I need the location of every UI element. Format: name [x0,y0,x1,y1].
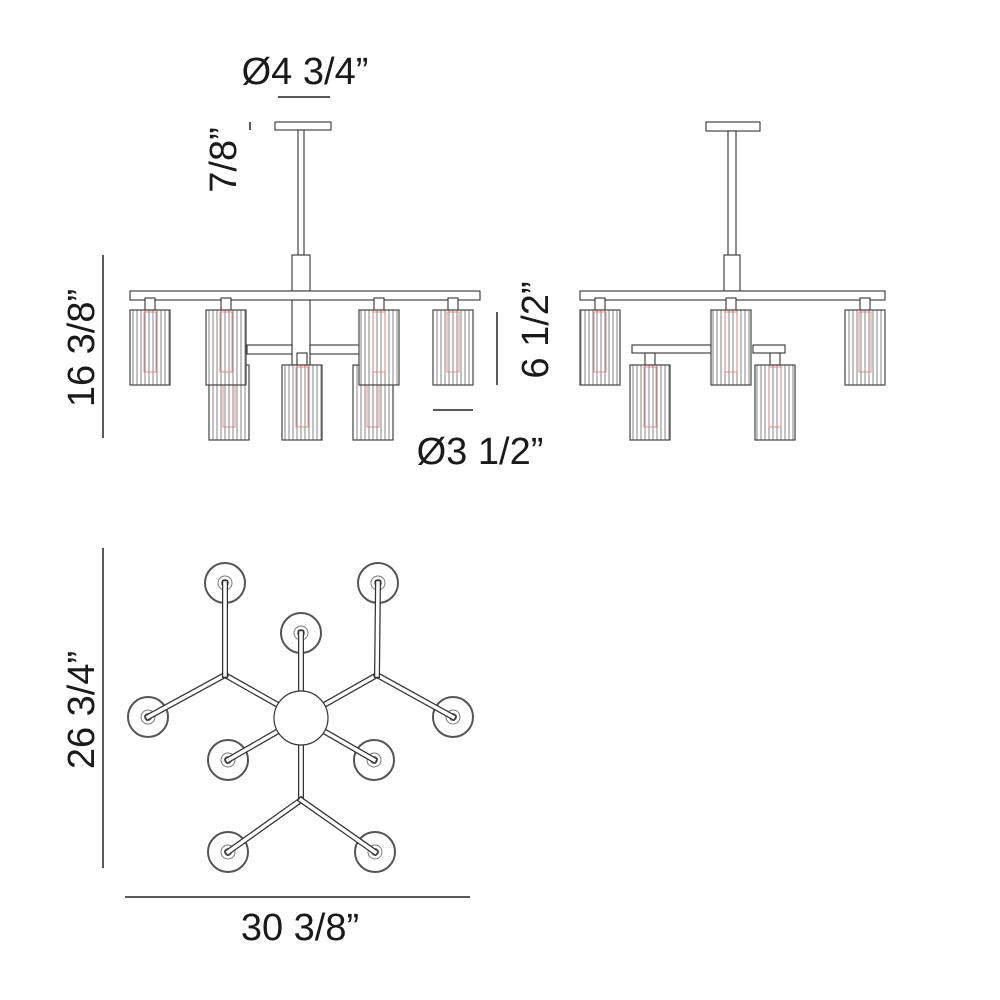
socket-ring [366,752,382,768]
bulb-outline [143,311,157,373]
shade-body [358,309,400,386]
socket-cup [373,297,385,311]
socket-cup [594,297,606,311]
front-view [129,121,481,441]
main-bar [129,290,481,301]
upper-housing [723,254,741,292]
shade-body [754,364,796,441]
arm [145,672,228,720]
shade-height-label: 6 1/2” [515,281,557,378]
arm [225,797,304,855]
bulb-outline [858,311,872,373]
socket-ring [140,709,156,725]
lamp-shade [710,297,752,386]
center-hub [273,690,329,746]
bulb-outline [643,366,657,428]
stem [727,130,737,256]
shade-body [129,309,171,386]
stem [297,129,305,256]
canopy [705,121,761,132]
shade-body [629,364,671,441]
shade-body [710,309,752,386]
socket-cup [725,297,737,311]
lower-arm [631,344,712,354]
bulb-outline [593,311,607,373]
shade-body [432,309,474,386]
socket-cup [447,297,459,311]
upper-housing [291,254,311,292]
dimension-lines [102,96,498,898]
socket-ring [445,709,461,725]
canopy [274,121,332,131]
socket-cup [859,297,871,311]
lower-arm [246,344,293,355]
overall-depth-label: 26 3/4” [61,651,103,769]
overall-width-label: 30 3/8” [241,907,359,949]
lower-arm [752,344,786,354]
arm [374,672,456,720]
socket-cup [144,297,156,311]
lamp-shade [358,297,400,386]
bulb-outline [768,366,782,428]
shade-body [281,364,323,441]
lamp-shade [281,352,323,441]
bulb-outline [295,366,309,428]
lamp-shade [844,297,886,386]
lamp-shade [129,297,171,386]
shade-body [579,309,621,386]
arm [298,797,378,855]
socket-ring [220,752,236,768]
lamp-shade [579,297,621,386]
socket-cup [220,297,232,311]
socket-cup [769,352,781,366]
bulb-outline [724,311,738,373]
overall-height-label: 16 3/8” [61,289,103,407]
socket-ring [367,844,383,860]
canopy-height-label: 7/8” [203,127,245,192]
socket-ring [220,844,236,860]
lower-arm [309,344,361,355]
bulb-outline [219,311,233,373]
shade-diameter-label: Ø3 1/2” [417,431,544,473]
shade-body [205,309,247,386]
top-view [127,562,474,873]
socket-cup [644,352,656,366]
canopy-diameter-label: Ø4 3/4” [242,51,369,93]
lamp-shade [205,297,247,386]
shade-body [844,309,886,386]
bulb-outline [372,311,386,373]
bulb-outline [446,311,460,373]
lamp-shade [432,297,474,386]
lamp-shade [629,352,671,441]
lamp-shade [754,352,796,441]
arm [375,581,380,677]
side-view [579,121,886,441]
socket-cup [296,352,308,366]
